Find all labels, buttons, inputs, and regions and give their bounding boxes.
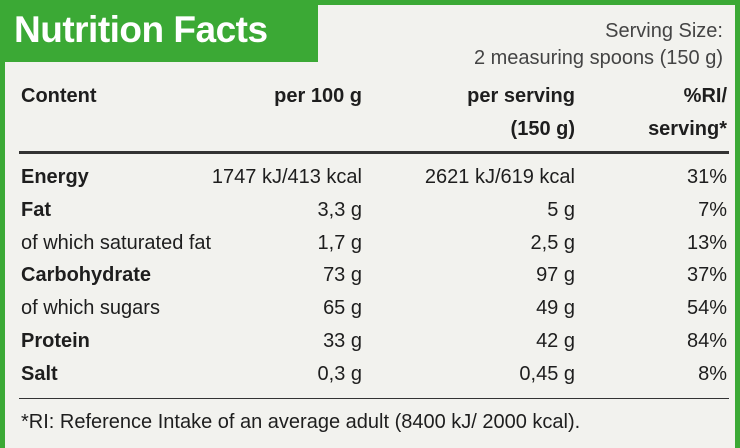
column-header: serving*	[648, 118, 727, 140]
nutrient-value: 13%	[686, 231, 727, 254]
nutrient-value: 2621 kJ/619 kcal	[424, 166, 575, 188]
nutrient-name: Salt	[21, 362, 58, 385]
column-header: (150 g)	[510, 118, 575, 140]
title-box: Nutrition Facts	[0, 0, 318, 62]
footnote: *RI: Reference Intake of an average adul…	[21, 411, 581, 433]
nutrient-value: 0,3 g	[317, 362, 362, 385]
nutrient-name: Protein	[21, 330, 90, 352]
nutrient-name: of which sugars	[21, 297, 160, 320]
nutrient-value: 84%	[686, 330, 727, 352]
nutrient-name: of which saturated fat	[21, 231, 212, 254]
nutrient-value: 65 g	[323, 297, 362, 320]
nutrient-value: 33 g	[323, 330, 362, 352]
nutrient-value: 1,7 g	[317, 231, 362, 254]
column-header: %RI/	[683, 85, 727, 107]
footer-rule	[19, 398, 729, 399]
nutrient-value: 37%	[686, 264, 727, 287]
nutrient-value: 49 g	[536, 297, 575, 320]
nutrient-value: 31%	[686, 166, 727, 188]
nutrient-name: Carbohydrate	[21, 264, 152, 287]
title: Nutrition Facts	[14, 9, 268, 50]
nutrient-value: 3,3 g	[317, 198, 362, 221]
nutrient-name: Energy	[21, 166, 89, 188]
nutrient-value: 54%	[686, 297, 727, 320]
nutrient-value: 73 g	[323, 264, 362, 287]
column-header: per 100 g	[274, 85, 362, 107]
header-rule	[19, 151, 729, 154]
nutrient-value: 7%	[698, 198, 727, 221]
nutrient-name: Fat	[21, 198, 51, 221]
column-header: Content	[21, 85, 97, 107]
nutrient-value: 0,45 g	[519, 362, 575, 385]
serving-size-label: Serving Size:	[605, 20, 723, 42]
nutrient-value: 97 g	[536, 264, 575, 287]
nutrient-value: 5 g	[547, 198, 575, 221]
serving-size: 2 measuring spoons (150 g)	[473, 47, 723, 69]
nutrient-value: 2,5 g	[530, 231, 575, 254]
nutrient-value: 1747 kJ/413 kcal	[211, 166, 362, 188]
nutrient-value: 8%	[698, 362, 727, 385]
nutrient-value: 42 g	[536, 330, 575, 352]
column-header: per serving	[467, 85, 575, 107]
